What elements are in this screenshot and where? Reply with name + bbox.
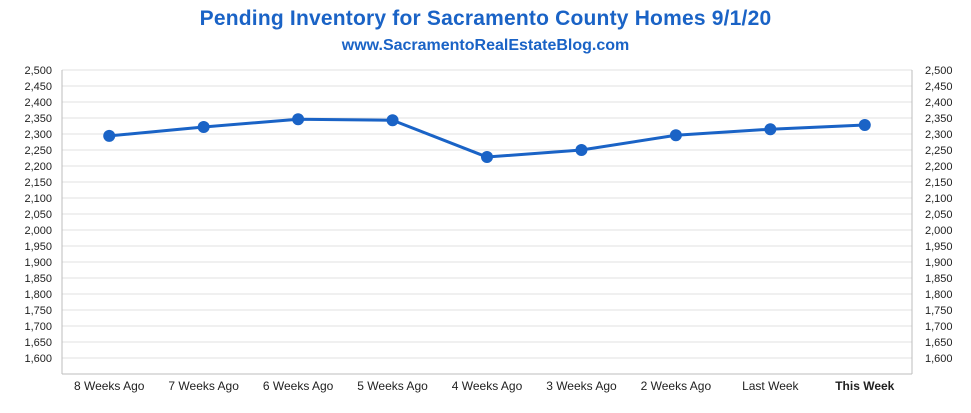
y-tick-label-right: 1,750 [925, 305, 953, 317]
y-tick-label-left: 1,750 [24, 305, 52, 317]
y-tick-label-right: 2,350 [925, 113, 953, 125]
y-tick-label-right: 2,200 [925, 161, 953, 173]
y-tick-label-left: 2,000 [24, 225, 52, 237]
x-tick-label: 6 Weeks Ago [263, 379, 334, 393]
y-tick-label-left: 2,400 [24, 97, 52, 109]
y-tick-label-left: 1,800 [24, 289, 52, 301]
data-point [103, 129, 116, 142]
y-tick-label-left: 2,100 [24, 193, 52, 205]
y-tick-label-right: 1,950 [925, 241, 953, 253]
y-tick-label-left: 2,500 [24, 65, 52, 77]
x-tick-label: This Week [835, 379, 894, 393]
y-tick-label-right: 2,300 [925, 129, 953, 141]
y-tick-label-right: 2,250 [925, 145, 953, 157]
y-tick-label-right: 2,000 [925, 225, 953, 237]
x-tick-label: 4 Weeks Ago [452, 379, 523, 393]
y-tick-label-left: 1,900 [24, 257, 52, 269]
y-tick-label-left: 2,150 [24, 177, 52, 189]
y-tick-label-right: 2,100 [925, 193, 953, 205]
data-point [764, 123, 777, 136]
x-tick-label: 2 Weeks Ago [641, 379, 712, 393]
data-point [669, 129, 682, 142]
y-tick-label-right: 2,500 [925, 65, 953, 77]
chart-subtitle: www.SacramentoRealEstateBlog.com [341, 37, 630, 54]
y-tick-label-right: 1,650 [925, 337, 953, 349]
x-tick-label: Last Week [742, 379, 799, 393]
y-tick-label-right: 1,700 [925, 321, 953, 333]
y-tick-label-left: 2,450 [24, 81, 52, 93]
y-tick-label-left: 1,650 [24, 337, 52, 349]
data-point [858, 119, 871, 132]
data-point [481, 151, 493, 164]
y-tick-label-left: 2,300 [24, 129, 52, 141]
gridlines [62, 69, 912, 359]
y-tick-label-right: 1,800 [925, 289, 953, 301]
y-tick-label-right: 2,450 [925, 81, 953, 93]
data-point [292, 113, 305, 126]
x-tick-label: 8 Weeks Ago [74, 379, 145, 393]
y-axis-left-labels: 1,600 1,650 1,700 1,750 1,800 1,850 1,900 1,950… [24, 65, 52, 365]
chart-title: Pending Inventory for Sacramento County … [199, 7, 772, 30]
data-point [575, 144, 588, 156]
y-tick-label-left: 2,250 [24, 145, 52, 157]
data-point [386, 114, 399, 127]
x-tick-label: 5 Weeks Ago [357, 379, 428, 393]
y-tick-label-right: 2,150 [925, 177, 953, 189]
y-tick-label-right: 2,400 [925, 97, 953, 109]
y-tick-label-left: 2,200 [24, 161, 52, 173]
x-axis-labels: 8 Weeks Ago 7 Weeks Ago 6 Weeks Ago 5 Weeks… [74, 379, 895, 393]
data-point [197, 120, 210, 133]
y-tick-label-left: 1,950 [24, 241, 52, 253]
y-tick-label-left: 2,350 [24, 113, 52, 125]
y-tick-label-left: 1,850 [24, 273, 52, 285]
y-tick-label-right: 2,050 [925, 209, 953, 221]
y-tick-label-right: 1,850 [925, 273, 953, 285]
x-tick-label: 7 Weeks Ago [168, 379, 239, 393]
y-tick-label-right: 1,900 [925, 257, 953, 269]
y-tick-label-left: 1,700 [24, 321, 52, 333]
axes [61, 70, 913, 375]
x-tick-label: 3 Weeks Ago [546, 379, 617, 393]
y-tick-label-right: 1,600 [925, 353, 953, 365]
y-axis-right-labels: 1,600 1,650 1,700 1,750 1,800 1,850 1,900 1,950… [925, 65, 953, 365]
series-pending-inventory [103, 113, 871, 164]
y-tick-label-left: 2,050 [24, 209, 52, 221]
y-tick-label-left: 1,600 [24, 353, 52, 365]
